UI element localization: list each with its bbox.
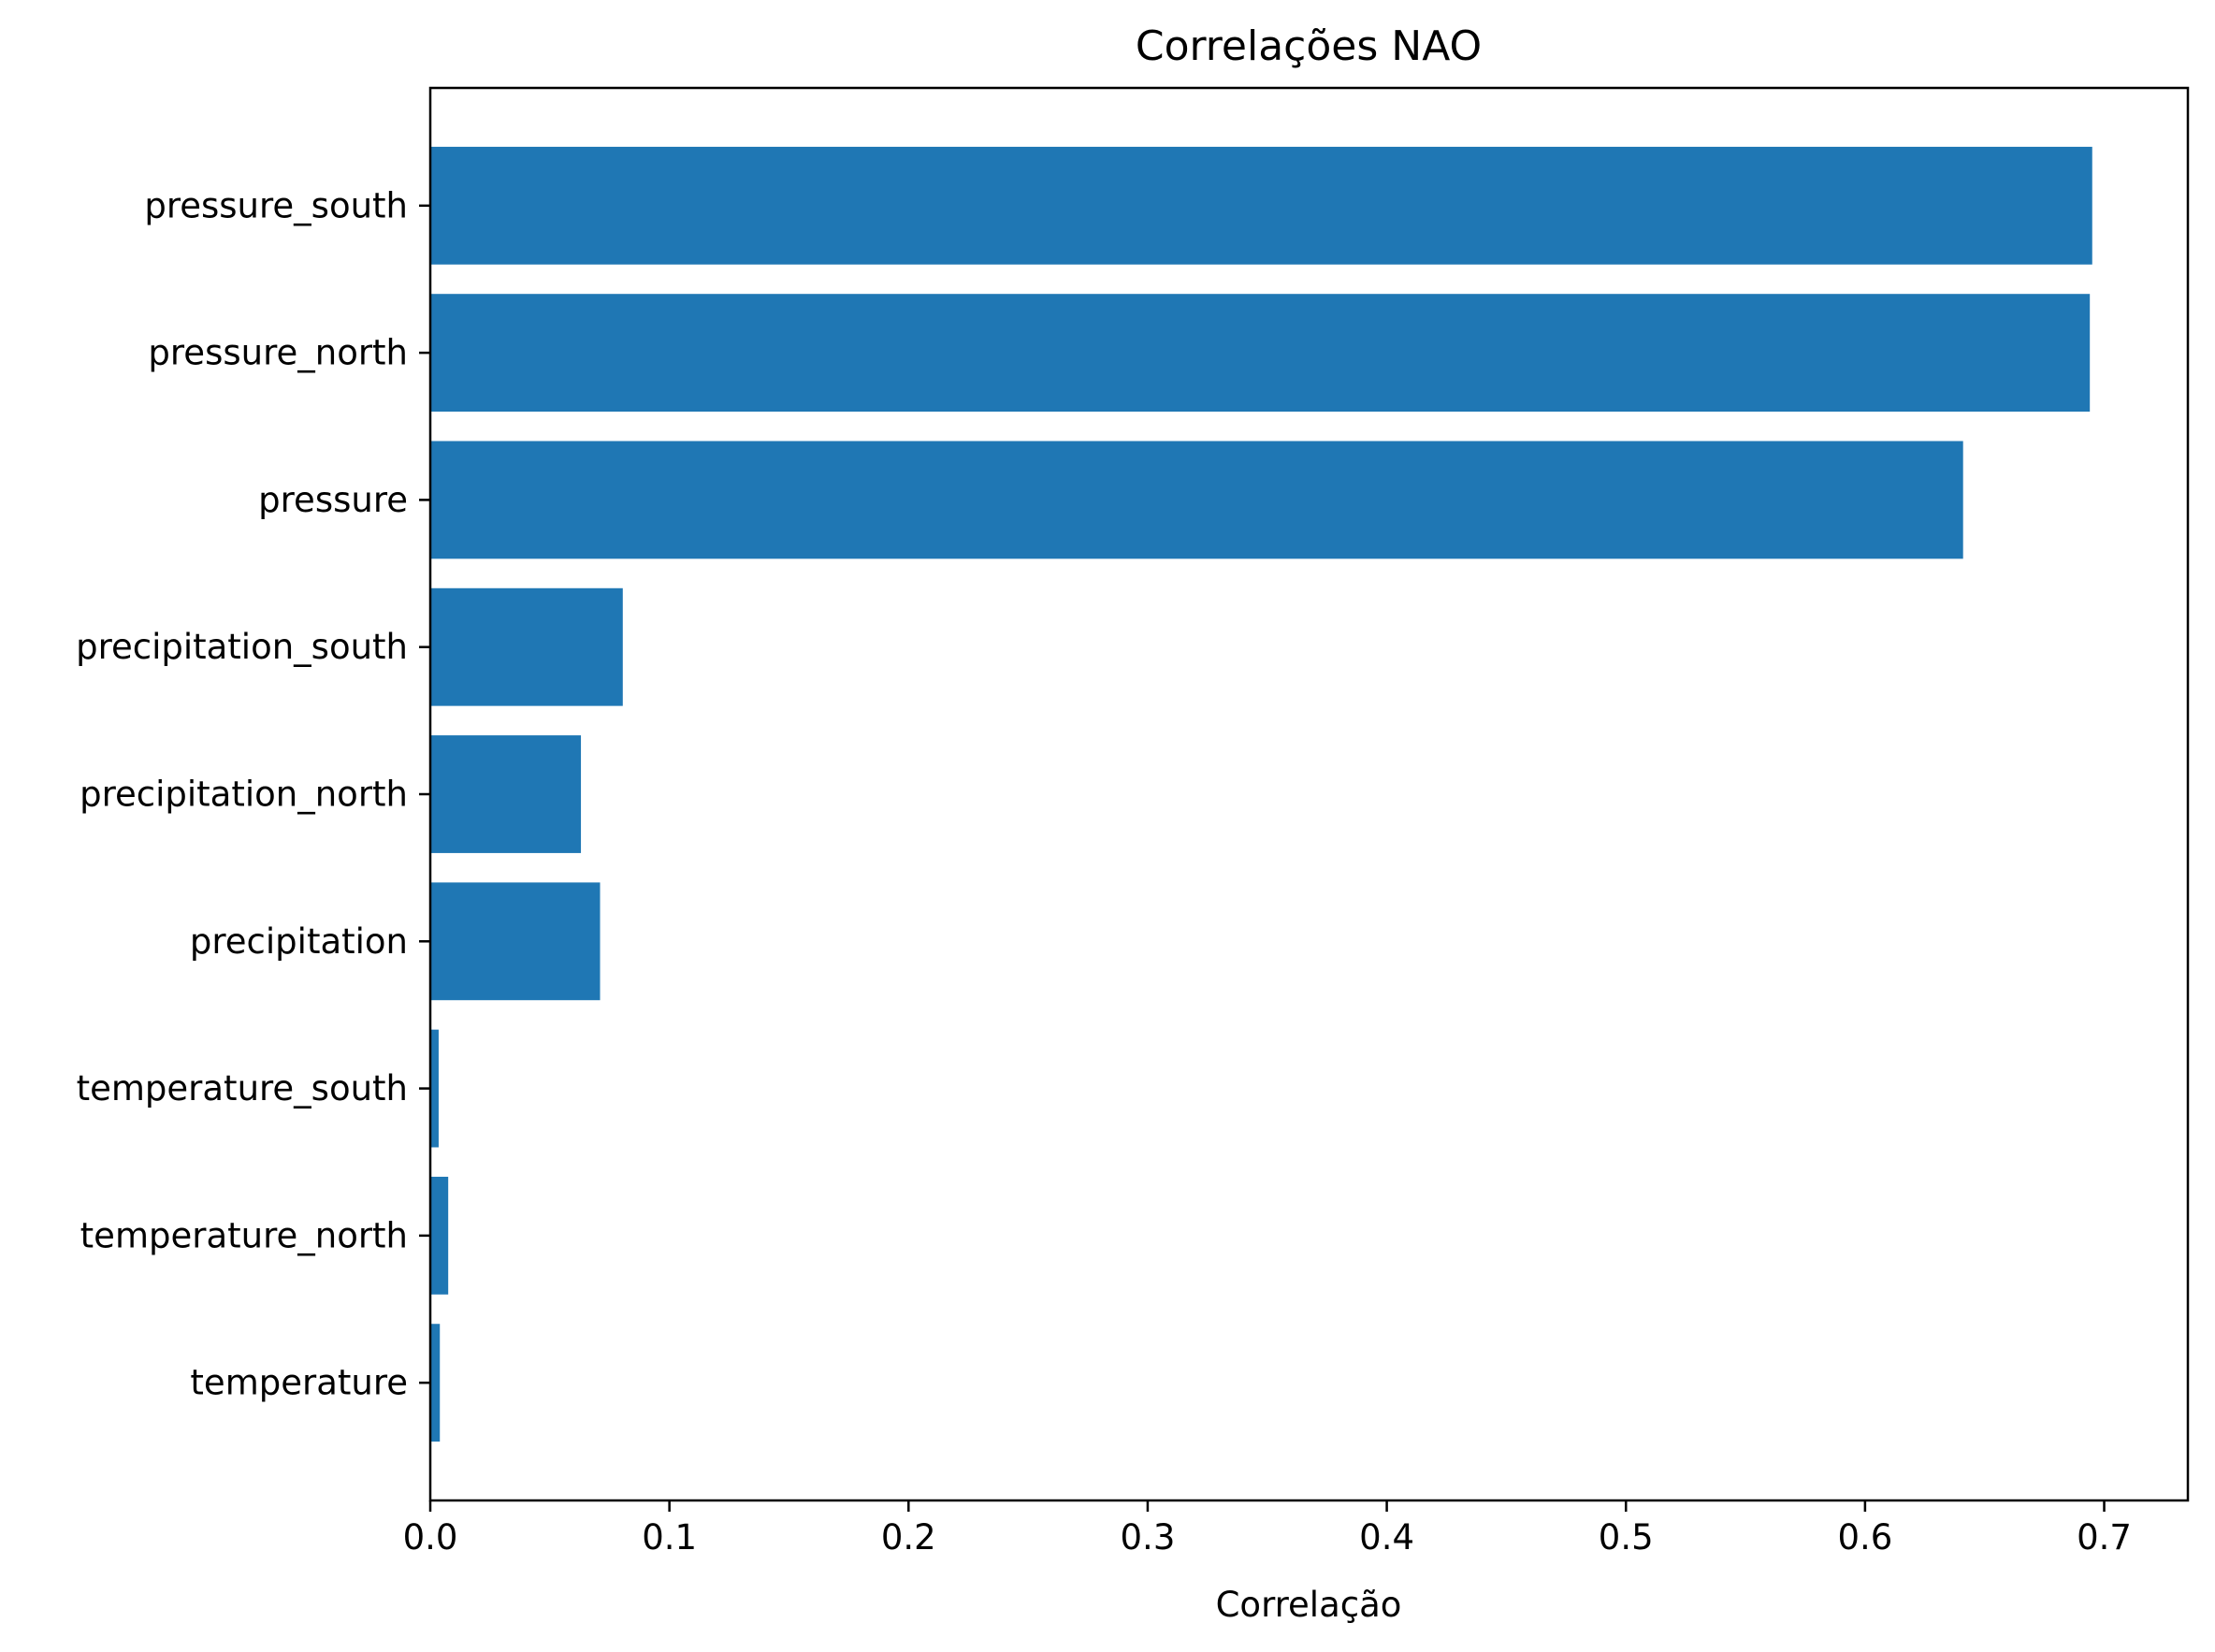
x-tick-label: 0.7 — [2077, 1517, 2132, 1558]
x-tick-label: 0.3 — [1121, 1517, 1176, 1558]
x-axis-label: Correlação — [1216, 1585, 1402, 1625]
bar-pressure-south — [430, 146, 2092, 265]
bar-precipitation-south — [430, 587, 623, 706]
bars-group — [430, 146, 2092, 1442]
y-tick-label: temperature — [190, 1363, 408, 1403]
y-tick-label: temperature_north — [80, 1215, 408, 1255]
x-tick-label: 0.2 — [881, 1517, 936, 1558]
bar-pressure-north — [430, 294, 2091, 413]
y-tick-label: precipitation_south — [76, 627, 408, 667]
bar-temperature — [430, 1324, 441, 1442]
x-axis-ticks: 0.0 0.1 0.2 0.3 0.4 0.5 0.6 0.7 — [403, 1500, 2132, 1558]
bar-pressure — [430, 441, 1963, 559]
y-tick-label: pressure_north — [148, 333, 408, 373]
x-tick-label: 0.0 — [403, 1517, 458, 1558]
y-tick-label: precipitation_north — [80, 775, 408, 815]
x-tick-label: 0.1 — [642, 1517, 697, 1558]
bar-precipitation-north — [430, 735, 582, 853]
bar-temperature-north — [430, 1176, 449, 1295]
x-tick-label: 0.4 — [1359, 1517, 1414, 1558]
y-tick-label: pressure — [258, 480, 408, 520]
x-tick-label: 0.5 — [1599, 1517, 1654, 1558]
y-tick-label: precipitation — [190, 921, 408, 962]
x-tick-label: 0.6 — [1837, 1517, 1892, 1558]
bar-temperature-south — [430, 1029, 439, 1148]
chart-title: Correlações NAO — [1136, 22, 1482, 70]
y-axis-ticks: temperature temperature_north temperature_… — [76, 185, 430, 1403]
bar-precipitation — [430, 882, 601, 1001]
y-tick-label: temperature_south — [77, 1068, 408, 1109]
y-tick-label: pressure_south — [144, 185, 408, 225]
plot-area-frame — [428, 86, 2190, 1502]
